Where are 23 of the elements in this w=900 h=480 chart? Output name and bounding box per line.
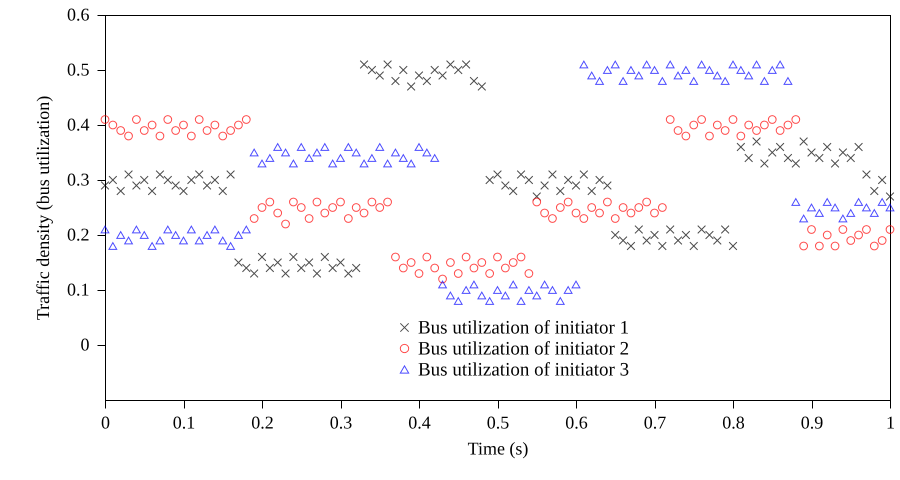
x-tick-label: 0.2 [251, 412, 274, 432]
x-tick-label: 0.7 [644, 412, 666, 432]
x-tick-label: 1 [886, 412, 895, 432]
legend-label: Bus utilization of initiator 1 [418, 318, 630, 338]
legend-label: Bus utilization of initiator 3 [418, 360, 630, 380]
x-tick-label: 0.4 [408, 412, 431, 432]
x-tick-label: 0.3 [330, 412, 352, 432]
y-tick-label: 0.2 [67, 224, 90, 244]
y-axis-title: Traffic density (bus utilization) [33, 96, 53, 320]
y-tick-label: 0 [80, 334, 90, 354]
x-tick-label: 0.5 [486, 412, 510, 432]
x-axis-title: Time (s) [468, 438, 528, 458]
y-tick-label: 0.3 [67, 170, 90, 190]
x-tick-label: 0.6 [565, 412, 588, 432]
x-tick-label: 0.8 [722, 412, 745, 432]
y-tick-label: 0.1 [67, 280, 90, 300]
x-tick-label: 0 [101, 412, 110, 432]
x-tick-label: 0.1 [172, 412, 196, 432]
x-tick-label: 0.9 [800, 412, 824, 432]
y-tick-label: 0.4 [67, 114, 90, 134]
legend-label: Bus utilization of initiator 2 [418, 338, 630, 360]
y-tick-label: 0.6 [67, 4, 90, 24]
y-tick-label: 0.5 [67, 60, 90, 80]
